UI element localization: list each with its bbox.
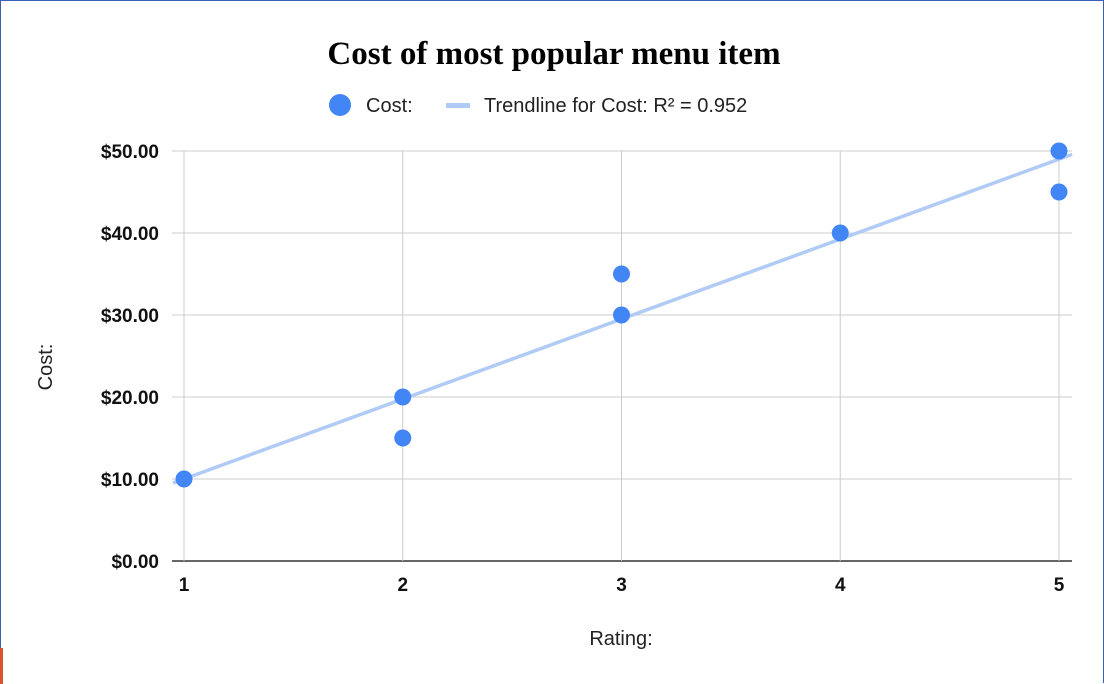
data-point <box>613 265 630 283</box>
data-point <box>175 470 193 488</box>
legend-marker-trendline <box>446 103 470 108</box>
gridlines <box>172 150 1072 562</box>
data-point <box>1050 183 1068 201</box>
legend-label-trendline: Trendline for Cost: R² = 0.952 <box>484 95 747 117</box>
y-tick-label: $30.00 <box>101 306 159 327</box>
y-tick-label: $50.00 <box>101 142 159 163</box>
edge-marker <box>0 648 3 684</box>
y-tick-label: $0.00 <box>111 552 159 573</box>
data-point <box>394 388 412 406</box>
x-tick-label: 2 <box>397 575 408 596</box>
x-tick-label: 5 <box>1054 575 1065 596</box>
x-tick-label: 3 <box>616 575 627 596</box>
legend-label-cost: Cost: <box>366 95 413 117</box>
x-axis-ticks: 1 2 3 4 5 <box>179 575 1065 596</box>
y-axis-ticks: $0.00 $10.00 $20.00 $30.00 $40.00 $50.00 <box>101 142 159 573</box>
data-point <box>613 306 630 324</box>
chart-title: Cost of most popular menu item <box>327 36 780 72</box>
y-tick-label: $10.00 <box>101 470 159 491</box>
data-points <box>175 142 1068 488</box>
x-tick-label: 1 <box>179 575 190 596</box>
y-axis-label: Cost: <box>35 344 57 391</box>
x-axis-label: Rating: <box>589 628 652 650</box>
legend-marker-cost <box>329 94 351 116</box>
data-point <box>1050 142 1068 160</box>
y-tick-label: $40.00 <box>101 224 159 245</box>
data-point <box>394 429 412 447</box>
x-tick-label: 4 <box>835 575 846 596</box>
data-point <box>831 224 849 242</box>
legend: Cost: Trendline for Cost: R² = 0.952 <box>329 94 747 117</box>
y-tick-label: $20.00 <box>101 388 159 409</box>
